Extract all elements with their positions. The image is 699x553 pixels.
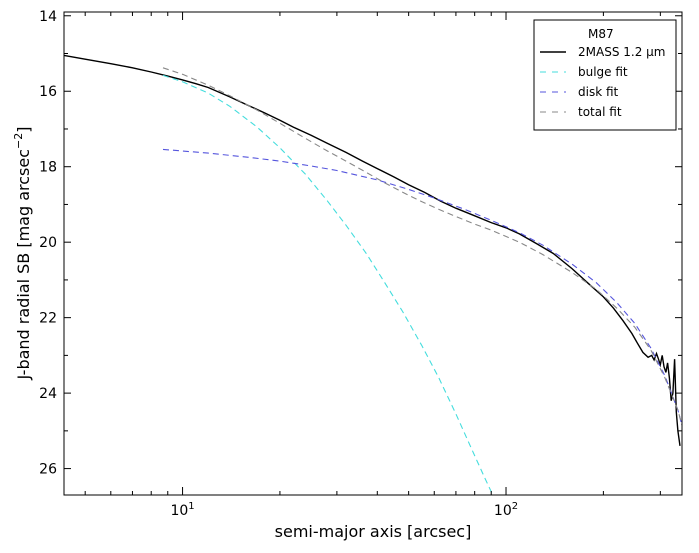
y-tick-label: 26	[39, 462, 57, 478]
series-line-total-fit	[162, 67, 682, 426]
series-line-2mass-1-2-m	[64, 54, 681, 446]
y-tick-label: 24	[39, 386, 57, 402]
series-line-disk-fit	[162, 148, 682, 426]
x-tick-label: 101	[170, 501, 194, 519]
legend-title: M87	[588, 27, 614, 41]
y-tick-label: 14	[39, 9, 57, 25]
plot-frame	[63, 11, 683, 496]
series-layer	[64, 54, 682, 495]
y-axis-label-sup: −2	[12, 133, 25, 149]
y-tick-label: 18	[39, 160, 57, 176]
series-line-bulge-fit	[162, 74, 494, 495]
x-tick-label: 102	[494, 501, 518, 519]
y-axis-label-close: ]	[14, 127, 33, 133]
legend-label-disk-fit: disk fit	[578, 85, 619, 99]
legend-label-2mass-1-2-m: 2MASS 1.2 μm	[578, 45, 665, 59]
legend-label-total-fit: total fit	[578, 105, 622, 119]
x-axis-label: semi-major axis [arcsec]	[275, 522, 472, 541]
y-axis-label: J-band radial SB [mag arcsec−2]	[12, 127, 33, 381]
legend-label-bulge-fit: bulge fit	[578, 65, 628, 79]
ticks-layer: 14 16 18 20 22 24 26 101 102	[39, 9, 682, 519]
y-tick-label: 16	[39, 84, 57, 100]
y-tick-label: 22	[39, 311, 57, 327]
y-axis-label-main: J-band radial SB [mag arcsec	[14, 149, 33, 380]
y-tick-label: 20	[39, 235, 57, 251]
legend: M87 2MASS 1.2 μm bulge fit disk fit total f…	[533, 19, 677, 131]
